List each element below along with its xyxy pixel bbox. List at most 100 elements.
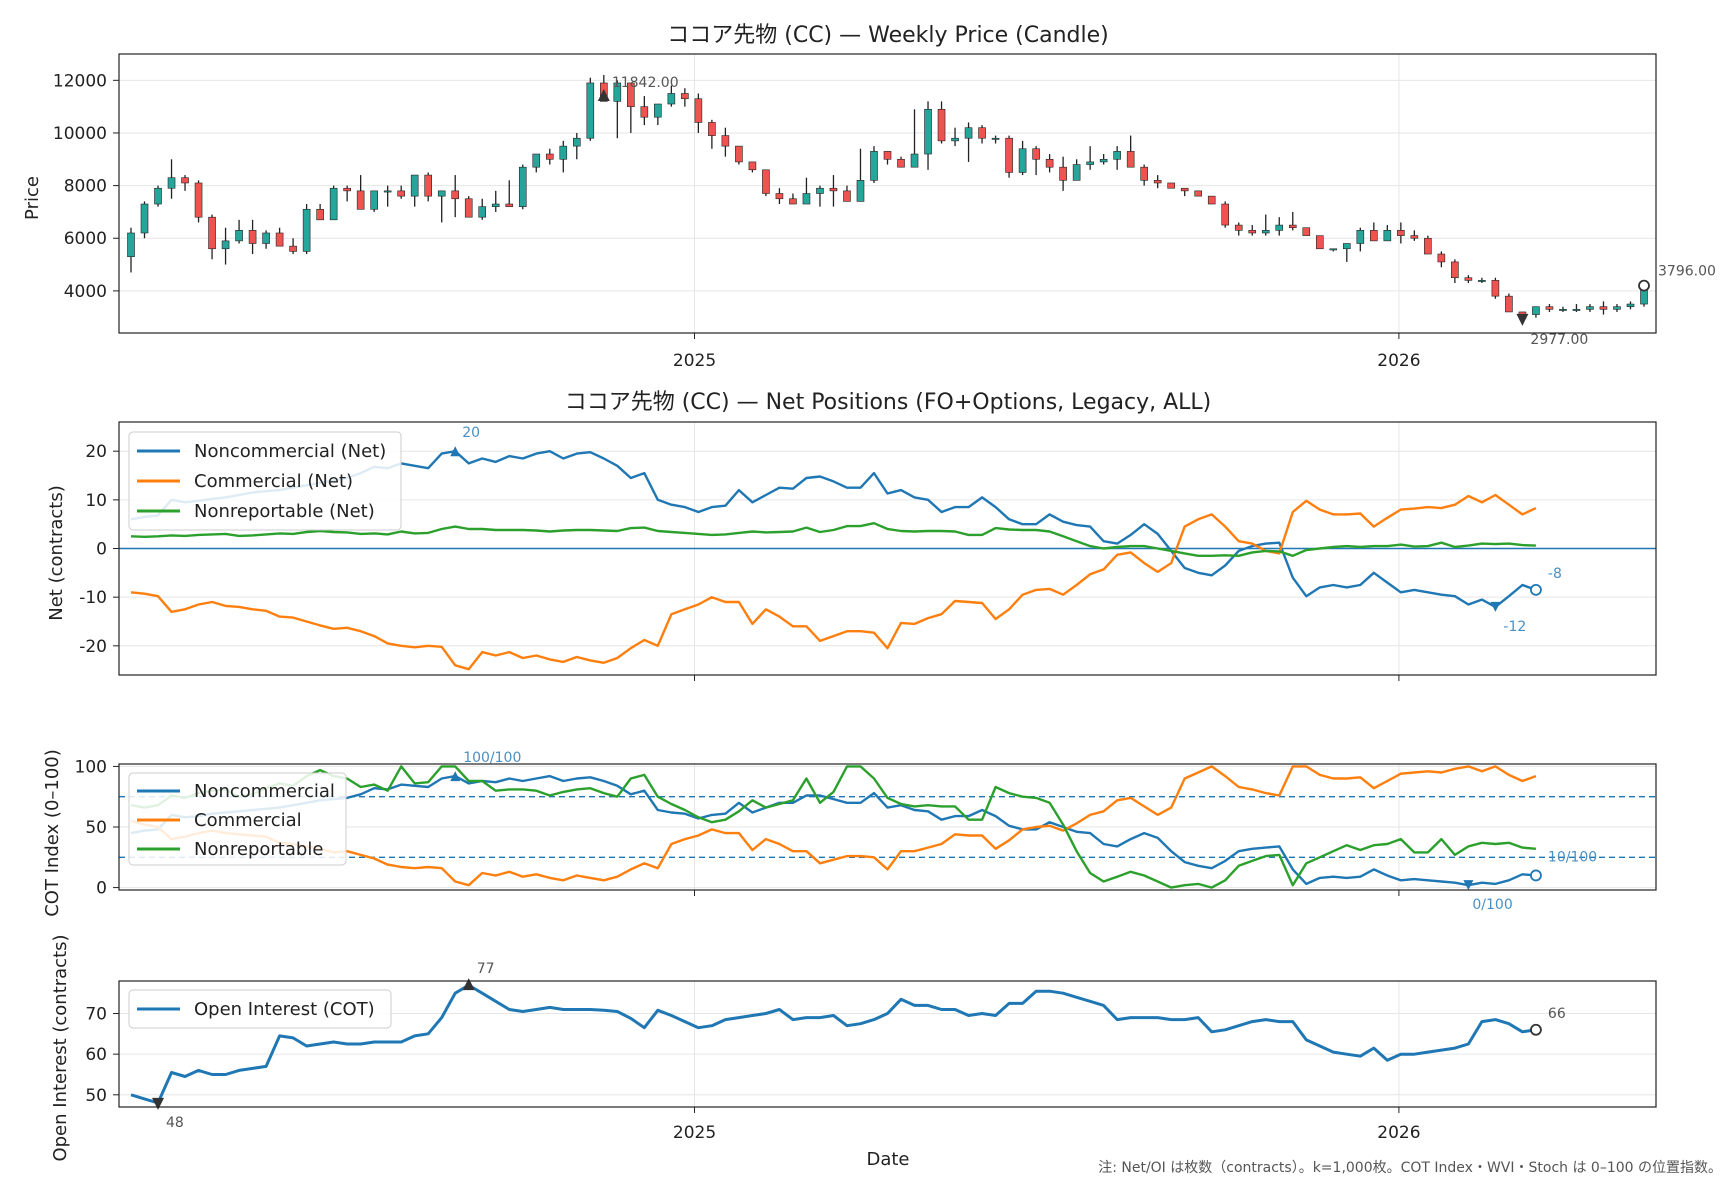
y-tick-label: 8000 <box>64 177 107 197</box>
candle-body <box>397 190 405 197</box>
oi-legend-box <box>128 989 392 1029</box>
candle-body <box>694 98 703 123</box>
candle-body <box>572 137 581 147</box>
candle-body <box>356 190 365 210</box>
x-tick-2025: 2025 <box>673 351 716 371</box>
candle-body <box>545 153 554 160</box>
candle-body <box>1505 295 1513 313</box>
candle-body <box>667 93 676 105</box>
candle-body <box>140 203 149 234</box>
candle-body <box>816 187 824 194</box>
candle-body <box>1343 243 1351 250</box>
price-max-marker <box>597 89 610 102</box>
candle-body <box>681 93 689 100</box>
oi-min-marker <box>152 1097 165 1110</box>
candle-body <box>1491 280 1500 297</box>
candle-body <box>1424 237 1432 255</box>
candle-body <box>613 82 622 102</box>
candle-body <box>1599 306 1608 310</box>
candle-body <box>370 190 378 210</box>
cot-min-label: 0/100 <box>1472 897 1512 913</box>
price-grid <box>119 54 1656 339</box>
candle-body <box>167 177 176 189</box>
candle-body <box>1410 235 1419 239</box>
candle-body <box>478 206 487 218</box>
y-tick-label: -20 <box>79 637 107 657</box>
candle-body <box>748 161 757 171</box>
candle-body <box>856 180 865 202</box>
candle-body <box>1302 227 1311 236</box>
legend-open-interest: Open Interest (COT) <box>194 999 375 1020</box>
oi-last-label: 66 <box>1548 1006 1566 1022</box>
candle-body <box>1437 253 1446 263</box>
net-legend: Noncommercial (Net) Commercial (Net) Non… <box>128 431 402 531</box>
candle-body <box>221 240 230 250</box>
candle-body <box>721 135 730 147</box>
cot-legend-box <box>128 772 347 866</box>
candle-body <box>1572 309 1581 311</box>
price-annotations: 11842.00 2977.00 3796.00 <box>597 75 1716 348</box>
net-max-label: 20 <box>462 425 480 441</box>
candle-body <box>383 190 392 193</box>
series-line-3 <box>130 765 1537 889</box>
y-tick-label: -10 <box>79 588 107 608</box>
candle-body <box>1586 306 1594 310</box>
candle-body <box>735 145 743 163</box>
oi-x-ticks: 2025 2026 <box>673 1123 1421 1143</box>
series-line-1 <box>130 983 1537 1105</box>
candle-body <box>924 108 932 155</box>
candle-body <box>1005 137 1013 173</box>
y-tick-label: 50 <box>85 1086 107 1106</box>
candle-body <box>1383 230 1392 242</box>
price-panel: ココア先物 (CC) — Weekly Price (Candle) 4000 6… <box>22 23 1716 371</box>
net-y-ticks: -20 -10 0 10 20 <box>79 442 119 657</box>
candle-body <box>1329 248 1338 251</box>
candle-body <box>1099 158 1108 163</box>
y-tick-label: 70 <box>85 1005 107 1025</box>
oi-annotations: 77 48 66 <box>152 961 1566 1131</box>
max-marker <box>450 446 461 457</box>
candle-body <box>1059 166 1067 181</box>
candle-body <box>491 203 500 207</box>
series-line-1 <box>130 774 1537 887</box>
y-tick-label: 100 <box>75 757 107 777</box>
candle-body <box>410 174 419 197</box>
price-min-label: 2977.00 <box>1530 332 1588 348</box>
candle-body <box>1194 190 1203 197</box>
candle-body <box>1045 158 1054 168</box>
oi-series <box>130 983 1537 1105</box>
net-legend-box <box>128 431 402 531</box>
last-marker <box>1530 583 1542 596</box>
candle-body <box>708 122 716 136</box>
legend-noncommercial: Noncommercial <box>194 781 335 802</box>
candle-body <box>870 151 878 181</box>
candle-body <box>1397 230 1405 236</box>
y-tick-label: 10 <box>85 491 107 511</box>
oi-max-label: 77 <box>477 961 495 977</box>
candle-body <box>1626 303 1635 307</box>
oi-y-ticks: 50 60 70 <box>85 1005 119 1106</box>
footnote: 注: Net/OI は枚数（contracts）。k=1,000枚。COT In… <box>1098 1160 1722 1176</box>
candle-body <box>1370 230 1378 242</box>
candle-body <box>451 190 460 200</box>
price-last-marker <box>1638 279 1650 292</box>
candle-body <box>275 232 284 247</box>
candle-body <box>640 106 649 118</box>
candle-body <box>1153 180 1162 184</box>
price-title: ココア先物 (CC) — Weekly Price (Candle) <box>667 23 1109 48</box>
candle-body <box>586 82 595 139</box>
candle-body <box>1207 195 1216 205</box>
net-last-label: -8 <box>1548 566 1562 582</box>
oi-min-label: 48 <box>166 1115 184 1131</box>
candle-body <box>762 169 770 194</box>
candle-body <box>775 193 784 200</box>
price-x-ticks: 2025 2026 <box>673 351 1421 371</box>
candle-body <box>289 245 297 252</box>
candle-body <box>843 190 851 202</box>
x-tick-2026: 2026 <box>1377 1123 1420 1143</box>
y-tick-label: 12000 <box>53 71 107 91</box>
candle-body <box>789 198 797 205</box>
candle-body <box>464 198 473 218</box>
series-line-2 <box>130 765 1537 887</box>
